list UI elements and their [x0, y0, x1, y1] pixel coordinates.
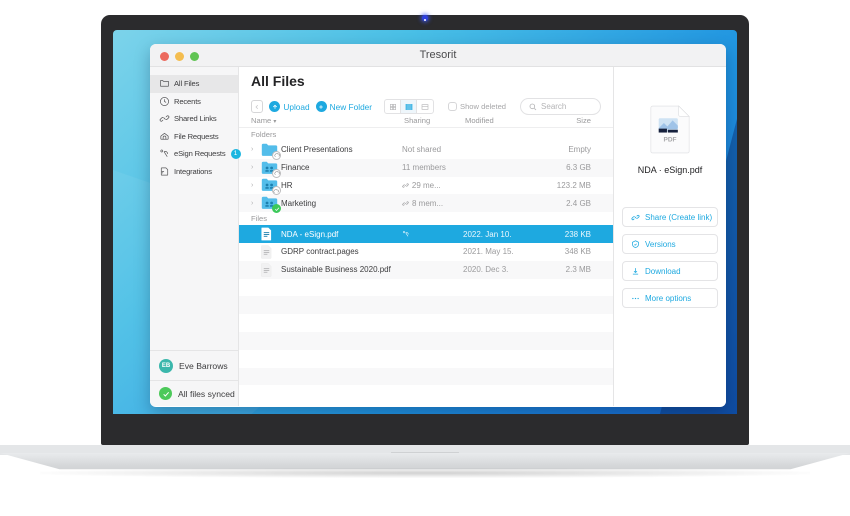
svg-text:PDF: PDF	[663, 137, 676, 144]
